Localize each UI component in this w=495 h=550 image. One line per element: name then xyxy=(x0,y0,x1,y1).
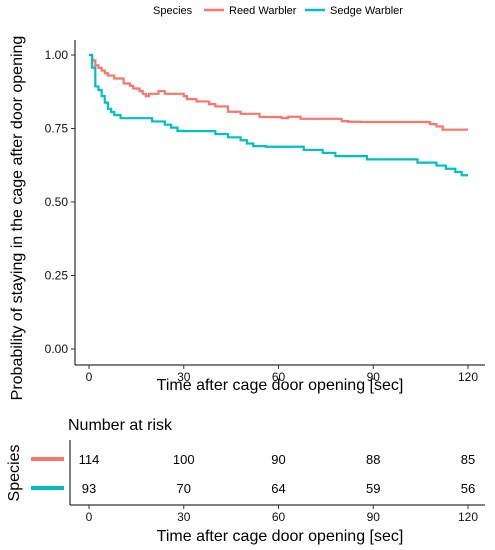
risk-value-cell: 56 xyxy=(461,481,475,496)
y-tick-label: 0.25 xyxy=(45,269,69,283)
risk-value-cell: 85 xyxy=(461,452,475,467)
x-ticks: 0 30 60 90 120 xyxy=(86,365,478,384)
risk-value-cell: 59 xyxy=(366,481,380,496)
risk-value-cell: 93 xyxy=(82,481,96,496)
x-tick-label: 90 xyxy=(367,370,381,384)
series-line-sedge-warbler xyxy=(89,53,468,177)
risk-value-cell: 70 xyxy=(177,481,191,496)
y-ticks: 0.00 0.25 0.50 0.75 1.00 xyxy=(45,48,75,356)
risk-table-x-title: Time after cage door opening [sec] xyxy=(157,528,404,545)
risk-values: 114 100 90 88 85 93 70 64 59 56 xyxy=(79,452,476,496)
y-axis-title: Probability of staying in the cage after… xyxy=(9,36,26,401)
y-tick-label: 1.00 xyxy=(45,48,69,62)
series-layer xyxy=(89,53,468,177)
risk-x-tick-label: 0 xyxy=(86,510,93,524)
risk-value-cell: 88 xyxy=(366,452,380,467)
x-tick-label: 120 xyxy=(458,370,478,384)
risk-value-cell: 90 xyxy=(271,452,285,467)
legend: Species Reed Warbler Sedge Warbler xyxy=(153,5,403,17)
risk-table: Number at risk Species 114 100 90 88 85 93 70 6… xyxy=(6,417,485,545)
x-tick-label: 0 xyxy=(86,370,93,384)
risk-table-title: Number at risk xyxy=(68,417,173,434)
y-tick-label: 0.50 xyxy=(45,195,69,209)
series-line-reed-warbler xyxy=(89,53,468,131)
risk-x-tick-label: 60 xyxy=(272,510,286,524)
plot-area: 0.00 0.25 0.50 0.75 1.00 0 30 60 90 120 Time aft… xyxy=(9,36,485,401)
x-axis-title: Time after cage door opening [sec] xyxy=(157,377,404,394)
risk-x-tick-label: 30 xyxy=(177,510,191,524)
y-tick-label: 0.00 xyxy=(45,342,69,356)
risk-value-cell: 114 xyxy=(79,452,100,467)
risk-x-ticks: 0 30 60 90 120 xyxy=(86,505,478,524)
y-tick-label: 0.75 xyxy=(45,122,69,136)
risk-value-cell: 64 xyxy=(271,481,285,496)
risk-value-cell: 100 xyxy=(173,452,195,467)
legend-label-sedge-warbler: Sedge Warbler xyxy=(330,5,403,17)
legend-title: Species xyxy=(153,5,193,17)
x-tick-label: 60 xyxy=(272,370,286,384)
risk-x-tick-label: 120 xyxy=(458,510,478,524)
risk-x-tick-label: 90 xyxy=(367,510,381,524)
x-tick-label: 30 xyxy=(177,370,191,384)
legend-label-reed-warbler: Reed Warbler xyxy=(229,5,297,17)
risk-table-y-title: Species xyxy=(6,445,23,502)
